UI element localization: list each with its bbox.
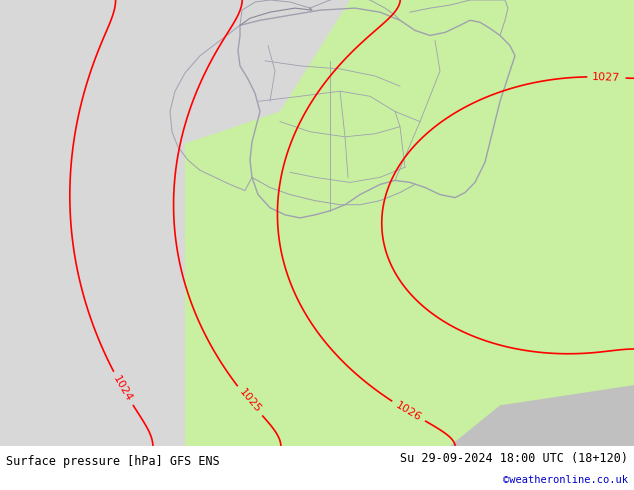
Text: ©weatheronline.co.uk: ©weatheronline.co.uk: [503, 475, 628, 485]
Bar: [0, 0, 185, 446]
Text: Surface pressure [hPa] GFS ENS: Surface pressure [hPa] GFS ENS: [6, 455, 220, 468]
Text: 1027: 1027: [592, 72, 621, 83]
Polygon shape: [0, 0, 350, 162]
Text: Su 29-09-2024 18:00 UTC (18+120): Su 29-09-2024 18:00 UTC (18+120): [399, 452, 628, 465]
Text: 1025: 1025: [237, 387, 262, 415]
Polygon shape: [450, 385, 634, 446]
Text: 1026: 1026: [394, 400, 423, 423]
Text: 1024: 1024: [112, 374, 134, 403]
